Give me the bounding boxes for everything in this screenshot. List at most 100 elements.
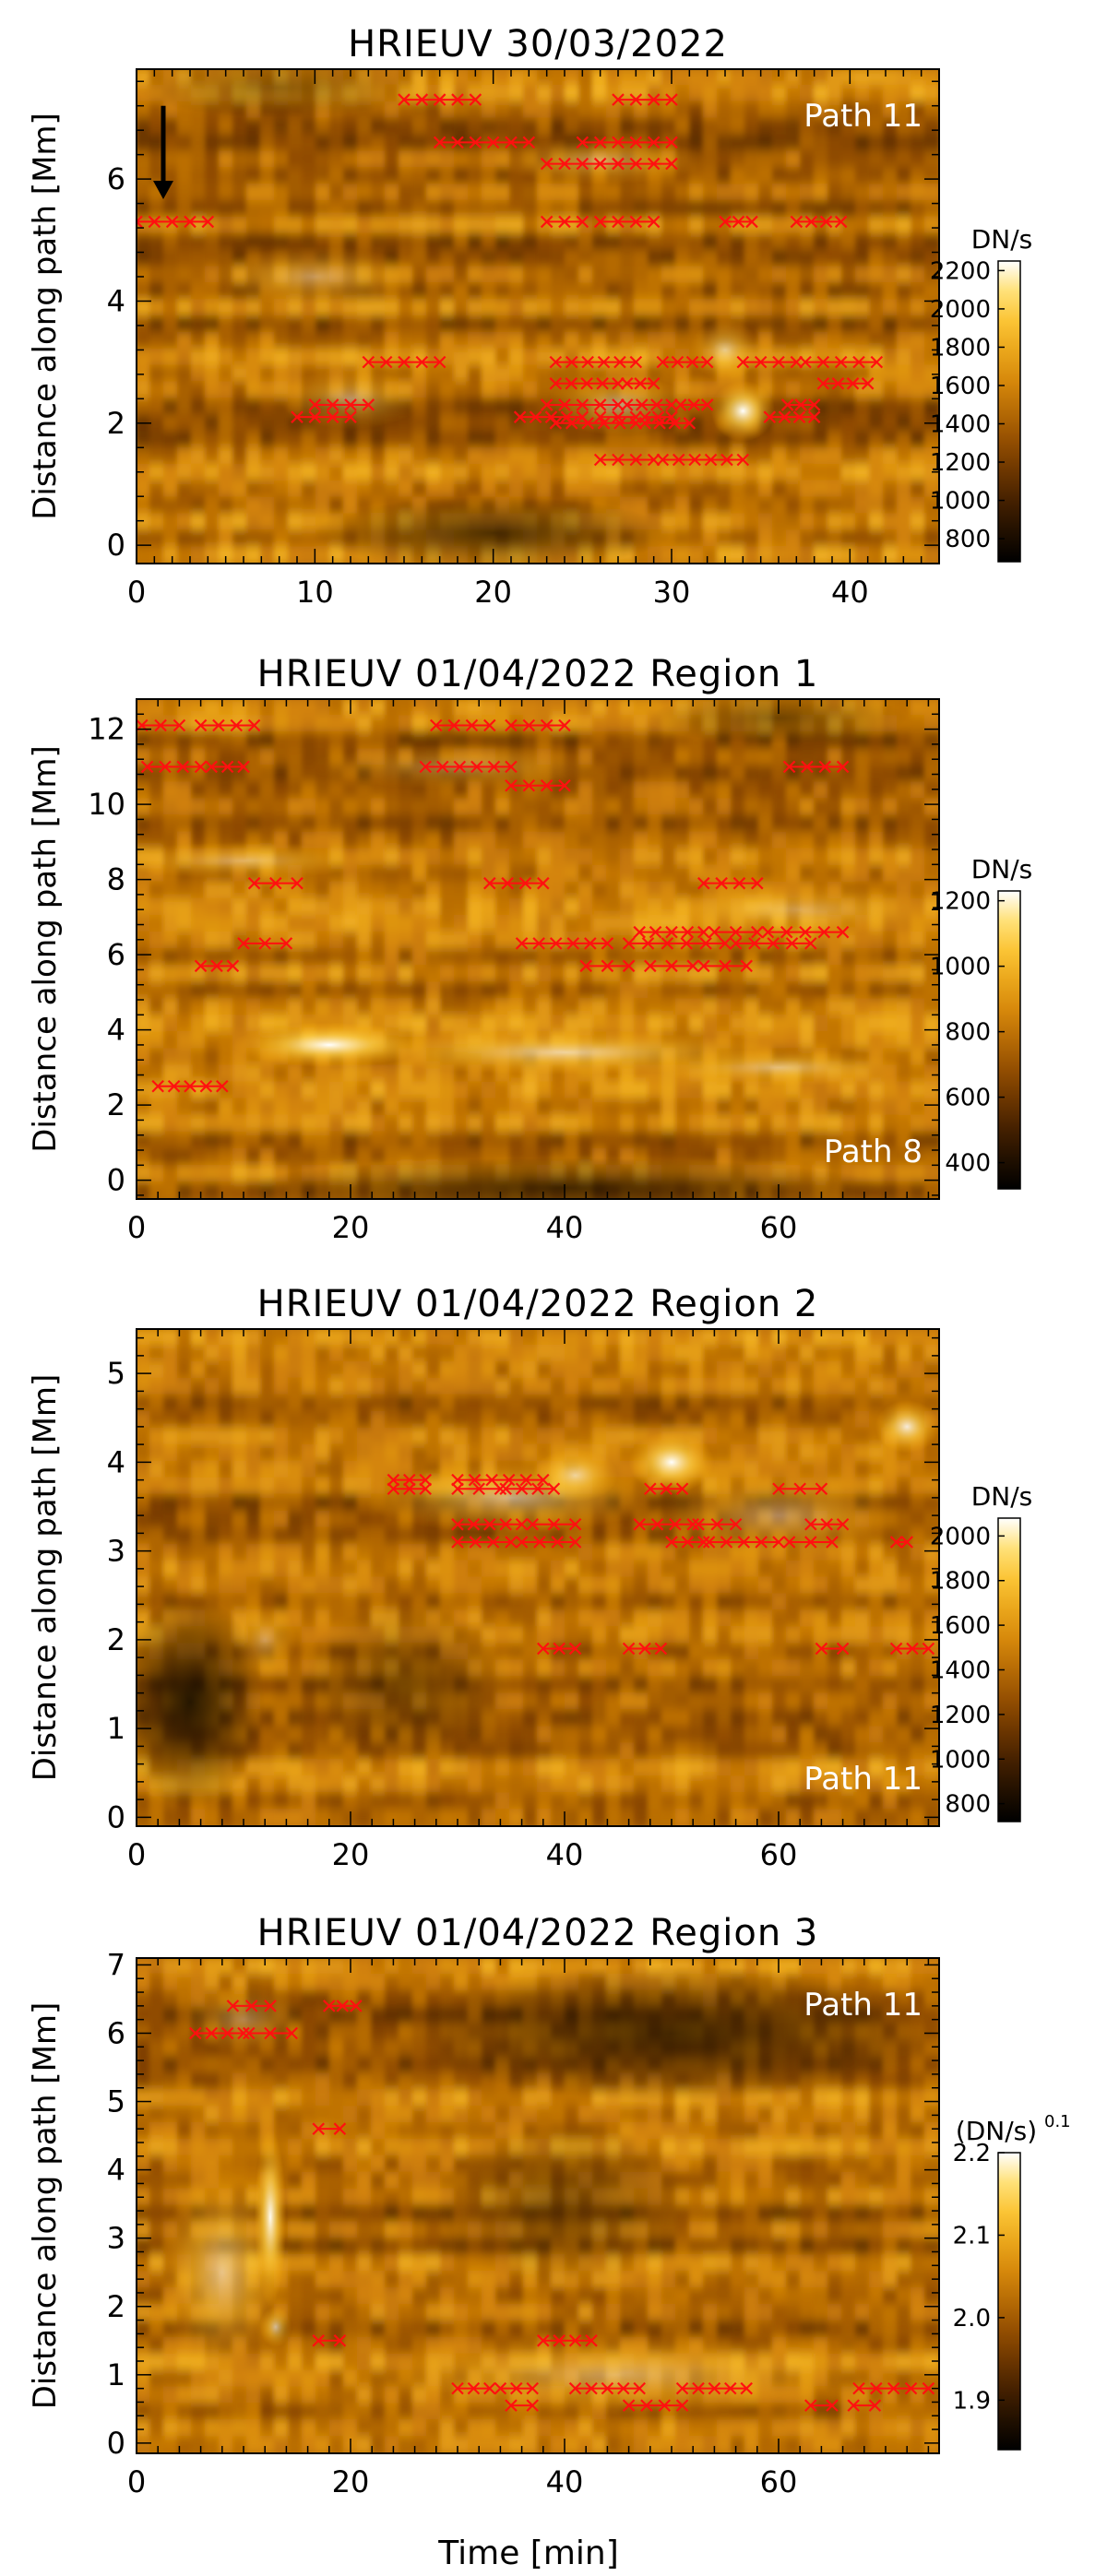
panel-3-colorbar-tick: 1000 [930,1746,991,1774]
panel-4-event-marker [870,2381,883,2395]
panel-2-event-marker [210,959,223,973]
panel-2-event-marker [566,937,580,950]
panel-3-event-marker [669,1517,682,1531]
panel-1-event-marker [754,355,768,369]
panel-4-event-marker [226,2000,240,2012]
panel-1-event-marker [736,355,750,369]
panel-2-ytick-label: 0 [107,1163,125,1198]
panel-4-event-marker [483,2381,496,2395]
panel-1-event-marker [398,355,411,369]
panel-1-event-marker [807,410,821,423]
panel-1-event-marker [612,136,625,149]
panel-3-event-marker [419,1473,432,1487]
panel-1-event-marker [593,157,607,171]
panel-2-event-marker [465,718,479,732]
panel-3-event-marker [515,1517,529,1531]
panel-4-event-marker [568,2334,582,2347]
panel-4-event-marker [205,2026,218,2040]
panel-2-event-marker [537,876,550,890]
panel-1-event-marker [540,398,554,411]
panel-1-event-marker [549,377,563,390]
panel-2-event-marker [633,925,646,939]
panel-4-ytick-label: 5 [107,2084,125,2119]
panel-2-event-marker [549,937,563,950]
panel-1-event-marker [326,410,339,423]
panel-1-event-marker [772,355,785,369]
panel-3-event-marker [729,1517,743,1531]
panel-3-xtick-label: 60 [760,1837,798,1872]
panel-3-event-marker [499,1517,512,1531]
panel-2-event-marker [697,876,710,890]
panel-1-event-marker [647,157,661,171]
panel-2-event-marker [505,778,518,792]
panel-4-event-marker [553,2334,565,2347]
panel-4-xtick-label: 20 [332,2464,370,2499]
panel-3-title: HRIEUV 01/04/2022 Region 2 [257,1283,819,1325]
panel-1-event-marker [362,398,375,411]
panel-1-colorbar-tick: 1200 [930,449,991,477]
panel-4-event-marker [264,2026,277,2040]
panel-3-event-marker [537,1642,550,1656]
panel-1-xtick-label: 30 [653,575,691,610]
panel-2-event-marker [518,876,532,890]
panel-4-path-label: Path 11 [803,1987,922,2024]
panel-4-event-marker [323,2000,336,2012]
panel-1-event-marker [544,410,558,423]
panel-1-event-marker [816,377,830,390]
panel-3-event-marker [772,1482,785,1496]
panel-3-event-marker [804,1517,817,1531]
panel-1-event-marker [344,398,357,411]
panel-4-event-marker [526,2381,539,2395]
panel-4-event-marker [887,2381,900,2395]
panel-1-event-marker [184,215,196,229]
panel-2-event-marker [430,718,443,732]
panel-2-event-marker [622,937,636,950]
panel-2-event-marker [686,959,699,973]
panel-4-event-marker [568,2381,582,2395]
panel-2-event-marker [644,959,657,973]
panel-4-event-marker [494,2381,507,2395]
panel-2-event-marker [194,718,208,732]
panel-1-event-marker [565,377,578,390]
panel-3-event-marker [906,1642,919,1656]
panel-1-event-marker [665,136,678,149]
panel-1-event-marker [620,377,634,390]
panel-4-event-marker [510,2381,523,2395]
panel-1-event-marker [308,398,322,411]
panel-1-colorbar-tick: 1600 [930,373,991,400]
panel-2-event-marker [719,959,732,973]
panel-1-event-marker [629,157,643,171]
panel-1-event-marker [634,377,647,390]
panel-4-event-marker [922,2381,935,2395]
panel-2-event-marker [836,760,850,774]
panel-2-event-marker [258,937,271,950]
panel-2-event-marker [584,937,597,950]
panel-2-event-marker [522,778,536,792]
panel-4-event-marker [804,2399,817,2412]
panel-3-ylabel: Distance along path [Mm] [27,1374,64,1782]
panel-4-event-marker [333,2122,347,2135]
panel-1-markers [137,93,884,467]
panel-3-event-marker [622,1642,636,1656]
panel-3-colorbar-tick: 1600 [930,1612,991,1640]
panel-3-event-marker [836,1517,850,1531]
panel-2-event-marker [719,937,732,950]
panel-3-event-marker [644,1482,657,1496]
panel-1-event-marker [620,398,634,411]
panel-2-ytick-label: 12 [88,712,125,747]
panel-4-event-marker [847,2399,860,2412]
panel-3-event-marker [403,1473,416,1487]
panel-4-event-marker [537,2334,550,2347]
panel-1-event-marker [558,215,571,229]
panel-1-event-marker [732,215,745,229]
panel-3-ytick-label: 2 [107,1622,125,1657]
panel-2-event-marker [817,925,831,939]
panel-1-xtick-label: 10 [296,575,334,610]
panel-1-event-marker [790,355,803,369]
panel-3-event-marker [782,1536,796,1549]
panel-4-event-marker [585,2381,598,2395]
panel-3-event-marker [531,1482,544,1496]
panel-3-event-marker [654,1642,668,1656]
panel-2-ytick-label: 6 [107,937,125,972]
panel-2-event-marker [751,925,764,939]
